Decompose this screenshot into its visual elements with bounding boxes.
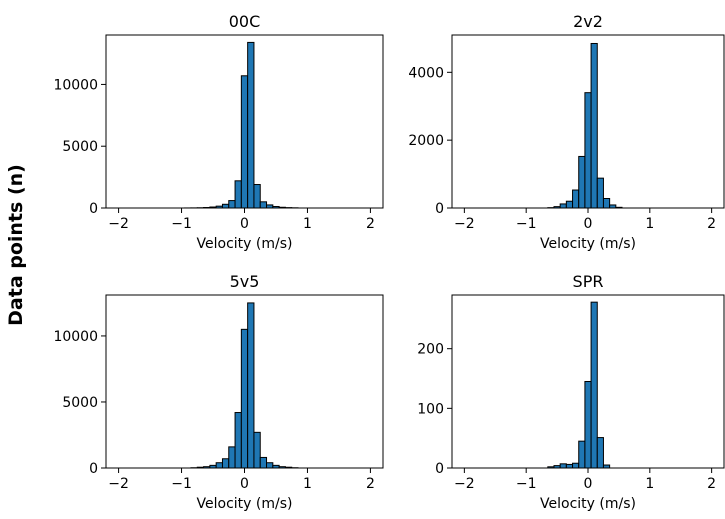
y-tick-label: 10000 — [53, 77, 98, 93]
y-tick-label: 4000 — [408, 65, 444, 81]
x-tick-label: 2 — [707, 216, 716, 232]
histogram-bar — [590, 42, 598, 209]
histogram-bar — [572, 462, 580, 469]
x-axis-label: Velocity (m/s) — [197, 496, 293, 512]
x-tick-label: −1 — [171, 216, 192, 232]
x-tick-label: −2 — [108, 216, 129, 232]
histogram-bar — [565, 200, 574, 209]
x-tick-label: 0 — [584, 476, 593, 492]
x-tick-label: −2 — [454, 216, 475, 232]
histogram-bar — [559, 463, 567, 469]
panel-00c: 00C −2 −1 0 1 2 0 5000 10000 Velocity (m/s) — [53, 12, 384, 252]
histogram-bar — [240, 75, 249, 209]
x-tick-label: −2 — [454, 476, 475, 492]
figure-ylabel: Data points (n) — [5, 164, 27, 326]
histogram-bar — [240, 328, 249, 469]
histogram-bar — [221, 458, 230, 469]
y-tick-label: 0 — [89, 201, 98, 217]
histogram-bar — [259, 456, 268, 469]
x-tick-label: 0 — [584, 216, 593, 232]
y-tick-label: 5000 — [62, 395, 98, 411]
y-tick-label: 200 — [417, 342, 444, 358]
histogram-bar — [228, 200, 236, 209]
histogram-bar — [559, 203, 567, 209]
x-tick-label: 1 — [645, 216, 654, 232]
panel-2v2: 2v2 −2 −1 0 1 2 0 2000 4000 Velocity (m/s) — [408, 12, 725, 252]
x-tick-label: 0 — [240, 476, 249, 492]
panel-5v5: 5v5 −2 −1 0 1 2 0 5000 10000 Velocity (m/s) — [53, 272, 384, 512]
panel-title: 2v2 — [573, 12, 603, 31]
histogram-bar — [266, 462, 274, 469]
histogram-bar — [247, 302, 255, 469]
histogram-bar — [247, 41, 255, 209]
histogram-bar — [572, 189, 580, 209]
histogram-bar — [578, 155, 586, 209]
x-tick-label: 0 — [240, 216, 249, 232]
histogram-bar — [228, 446, 236, 469]
x-tick-label: 2 — [366, 216, 375, 232]
histogram-bar — [602, 198, 611, 209]
y-tick-label: 5000 — [62, 139, 98, 155]
x-tick-label: −1 — [171, 476, 192, 492]
histogram-bar — [215, 462, 223, 469]
histogram-bar — [253, 184, 261, 209]
histogram-bar — [221, 203, 230, 209]
histogram-bar — [565, 463, 574, 469]
panel-title: 5v5 — [230, 272, 260, 291]
x-tick-label: 1 — [303, 476, 312, 492]
y-tick-label: 100 — [417, 401, 444, 417]
x-tick-label: −1 — [516, 216, 537, 232]
histogram-bar — [590, 301, 598, 469]
y-tick-label: 0 — [89, 461, 98, 477]
histogram-bar — [578, 440, 586, 469]
x-tick-label: 1 — [303, 216, 312, 232]
histogram-bar — [253, 431, 261, 469]
panel-spr: SPR −2 −1 0 1 2 0 100 200 Velocity (m/s) — [417, 272, 725, 512]
x-axis-label: Velocity (m/s) — [540, 236, 636, 252]
histogram-bar — [584, 92, 592, 209]
y-tick-label: 0 — [435, 201, 444, 217]
x-tick-label: 2 — [366, 476, 375, 492]
x-axis-label: Velocity (m/s) — [197, 236, 293, 252]
y-tick-label: 2000 — [408, 133, 444, 149]
x-tick-label: −2 — [108, 476, 129, 492]
x-tick-label: −1 — [516, 476, 537, 492]
histogram-bar — [259, 201, 268, 209]
panel-title: SPR — [573, 272, 604, 291]
histogram-bar — [596, 437, 604, 469]
histogram-bar — [234, 180, 242, 209]
x-tick-label: 2 — [707, 476, 716, 492]
y-tick-label: 0 — [435, 461, 444, 477]
histogram-bar — [584, 381, 592, 469]
x-axis-label: Velocity (m/s) — [540, 496, 636, 512]
panel-title: 00C — [229, 12, 261, 31]
x-tick-label: 1 — [645, 476, 654, 492]
histogram-bar — [596, 177, 604, 209]
y-tick-label: 10000 — [53, 329, 98, 345]
histogram-bar — [234, 412, 242, 469]
